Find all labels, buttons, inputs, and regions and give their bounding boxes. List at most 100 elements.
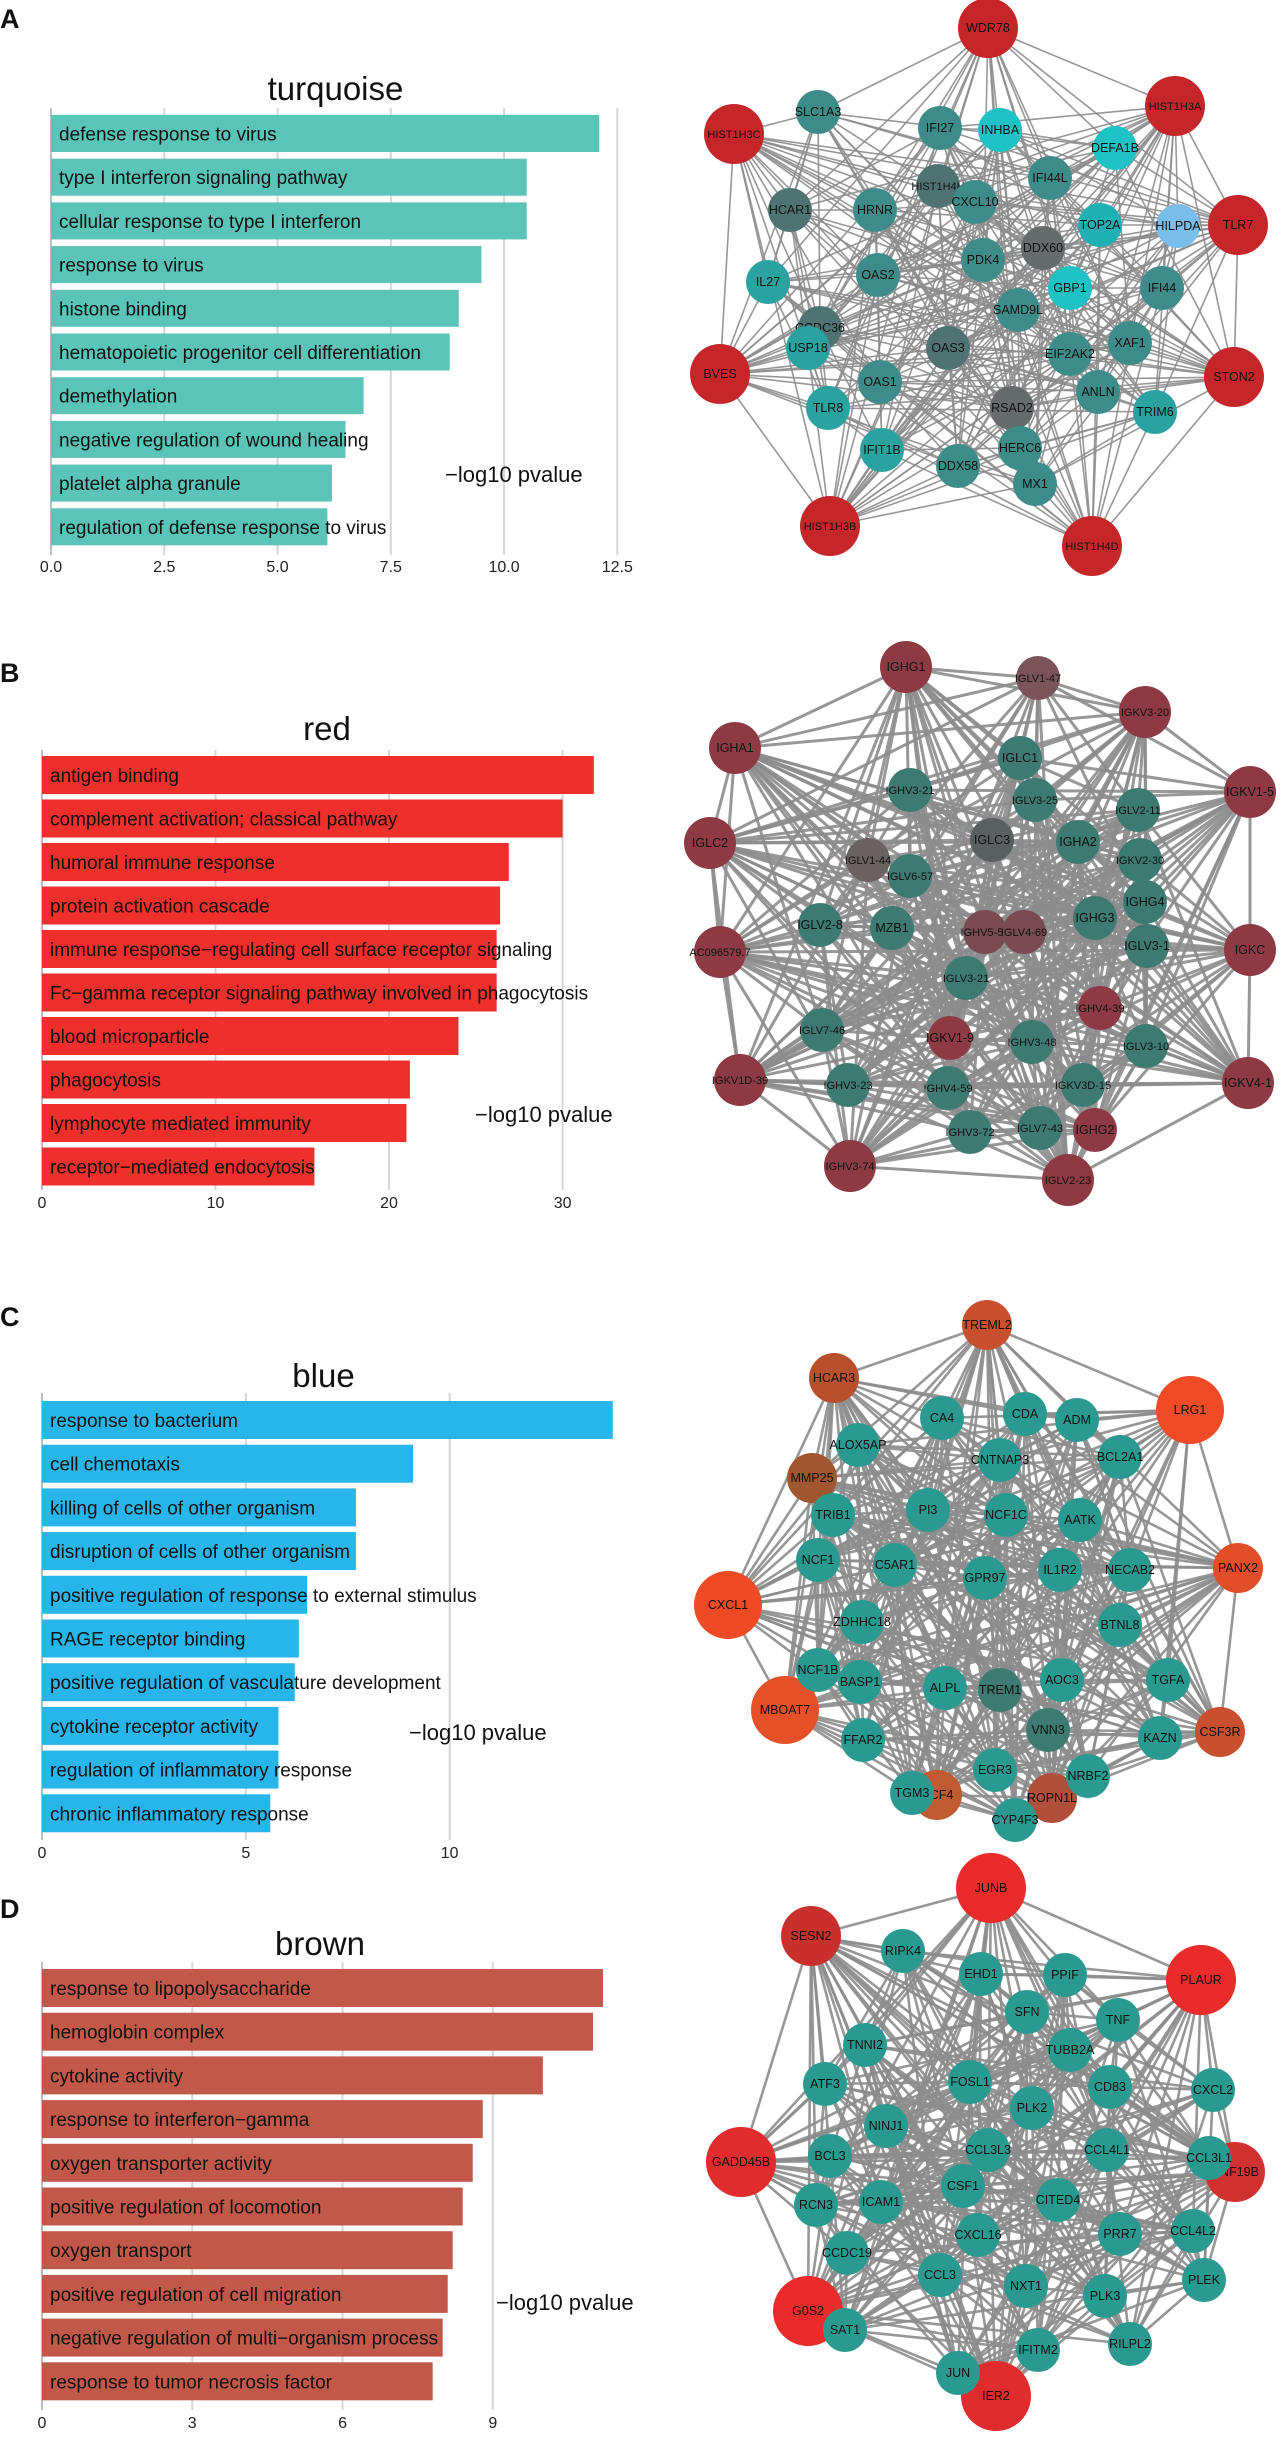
network-edge xyxy=(941,1416,1131,1572)
network-edge xyxy=(821,930,986,1032)
network-node-label: HIST1H3B xyxy=(804,521,857,533)
network-edge xyxy=(890,757,1022,929)
network-node xyxy=(1036,2178,1080,2222)
panel-label: B xyxy=(0,658,20,688)
network-node xyxy=(1003,1392,1047,1436)
network-node-label: IGKV4-1 xyxy=(1224,1076,1272,1090)
network-node xyxy=(996,288,1040,332)
x-tick-label: 0 xyxy=(38,1845,47,1862)
x-tick-label: 5 xyxy=(241,1845,250,1862)
network-edge xyxy=(1091,376,1235,547)
network-node-label: XAF1 xyxy=(1114,336,1145,350)
network-node-label: CXCL16 xyxy=(954,2228,1001,2242)
network-node-label: ZDHHC18 xyxy=(833,1615,891,1629)
network-node xyxy=(941,2164,985,2208)
network-node-label: HIST1H4D xyxy=(1065,541,1118,553)
network-node xyxy=(1224,924,1276,976)
network-node xyxy=(1078,203,1122,247)
network-edge xyxy=(986,1323,1191,1412)
network-edge xyxy=(1136,809,1252,951)
category-label: response to lipopolysaccharide xyxy=(50,1979,311,2000)
network-node xyxy=(838,1660,882,1704)
network-node xyxy=(926,326,970,370)
network-node xyxy=(1018,1106,1062,1150)
network-edge xyxy=(1058,1569,1162,1739)
network-node xyxy=(1021,226,1065,270)
category-label: protein activation cascade xyxy=(50,897,270,918)
network-edge xyxy=(1082,1081,1249,1087)
network-edge xyxy=(709,676,1039,845)
network-edge xyxy=(719,127,941,375)
network-node xyxy=(936,2351,980,2395)
network-node-label: IGLC3 xyxy=(974,833,1010,847)
network-node-label: PLAUR xyxy=(1180,1973,1222,1987)
network-node xyxy=(806,386,850,430)
network-node-label: IFITM2 xyxy=(1018,2343,1058,2357)
category-label: immune response−regulating cell surface … xyxy=(50,940,552,961)
bar xyxy=(42,756,594,794)
network-node xyxy=(1076,370,1120,414)
network-node xyxy=(768,188,812,232)
network-edge xyxy=(815,2198,1059,2207)
network-node-label: OAS2 xyxy=(861,268,894,282)
network-edge xyxy=(877,147,1116,276)
network-edge xyxy=(1011,376,1235,409)
chart-title: blue xyxy=(292,1357,354,1394)
network-edge xyxy=(861,1620,1001,1692)
category-label: disruption of cells of other organism xyxy=(50,1542,350,1563)
network-node xyxy=(690,344,750,404)
network-node xyxy=(1038,1548,1082,1592)
network-node xyxy=(973,1748,1017,1792)
network-node xyxy=(1156,204,1200,248)
network-node-label: ANLN xyxy=(1081,385,1114,399)
bar xyxy=(42,2318,443,2357)
bar xyxy=(42,1969,603,2007)
network-node xyxy=(888,768,932,812)
network-node xyxy=(1058,1498,1102,1542)
network-edge xyxy=(789,127,941,211)
category-label: positive regulation of vasculature devel… xyxy=(50,1673,442,1694)
network-node xyxy=(803,2062,847,2106)
network-edge xyxy=(719,133,735,375)
network-edge xyxy=(767,27,989,283)
network-node-label: NCF1 xyxy=(802,1553,835,1567)
network-edge xyxy=(829,2106,1033,2158)
network-node-label: IGHV3-72 xyxy=(946,1127,995,1139)
network-node-label: IGKV1-5 xyxy=(1226,785,1274,799)
network-edge xyxy=(957,287,1071,467)
network-edge xyxy=(726,1377,836,1606)
network-edge xyxy=(965,976,1147,1048)
network-node-label: OAS3 xyxy=(931,341,964,355)
network-node-label: IFI27 xyxy=(926,121,955,135)
network-edge xyxy=(947,1083,1084,1090)
category-label: defense response to virus xyxy=(59,125,277,146)
bar xyxy=(42,2012,593,2051)
network-edge xyxy=(980,1973,1111,2088)
bar xyxy=(42,1017,459,1055)
bar xyxy=(42,1706,279,1745)
bar xyxy=(42,1104,407,1142)
network-edge xyxy=(1118,1456,1222,1733)
bar xyxy=(42,1488,356,1527)
category-label: negative regulation of multi−organism pr… xyxy=(50,2329,438,2350)
network-edge xyxy=(806,1950,905,2312)
network-node xyxy=(800,1008,844,1052)
network-node-label: IGHV3-23 xyxy=(824,1080,873,1092)
bar xyxy=(42,2274,448,2313)
network-node-label: BTNL8 xyxy=(1101,1618,1140,1632)
network-node-label: IGLC1 xyxy=(1002,751,1038,765)
network-node xyxy=(1098,2212,1142,2256)
network-node-label: PRR7 xyxy=(1103,2227,1136,2241)
network-node-label: BASP1 xyxy=(840,1675,880,1689)
network-node-label: RIPK4 xyxy=(885,1944,921,1958)
panel-label: A xyxy=(0,4,20,34)
chart-title: red xyxy=(303,710,351,747)
network-node xyxy=(826,1063,870,1107)
network-edge xyxy=(1034,353,1071,485)
network-edge xyxy=(806,1935,813,2312)
network-edge xyxy=(817,111,821,329)
network-node-label: HIST1H3C xyxy=(707,129,760,141)
network-node-label: ALPL xyxy=(930,1681,961,1695)
network-node xyxy=(962,1300,1012,1350)
network-node-label: IGLV2-8 xyxy=(797,918,843,932)
